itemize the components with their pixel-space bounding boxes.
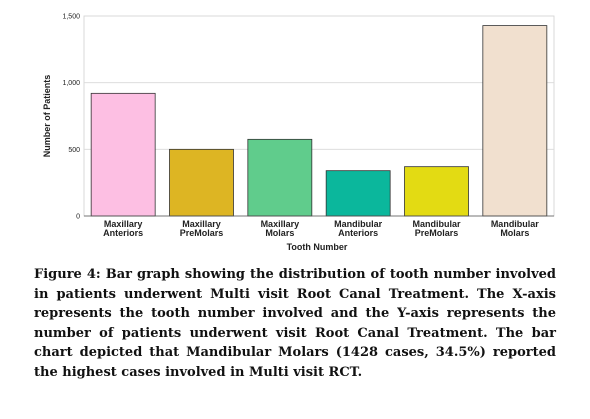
figure-caption: Figure 4: Bar graph showing the distribu…	[34, 267, 556, 380]
y-axis-title: Number of Patients	[42, 75, 52, 158]
x-tick-label: Maxillary PreMolars	[180, 219, 224, 238]
x-axis-title: Tooth Number	[287, 242, 348, 252]
x-tick-label: Maxillary Anteriors	[103, 219, 143, 238]
x-tick-label: Mandibular Anteriors	[334, 219, 382, 238]
y-tick-label: 500	[68, 147, 80, 154]
bar	[325, 170, 391, 217]
bar	[90, 92, 156, 217]
grid-lines	[84, 15, 554, 150]
y-tick-labels: 0 500 1,000 1,500	[62, 14, 80, 221]
bar	[404, 166, 469, 217]
bar-chart: 0 500 1,000 1,500 Maxillary Anteriors Maxilla…	[42, 14, 555, 252]
bar	[482, 25, 548, 217]
y-tick-label: 1,500	[62, 14, 80, 21]
x-tick-labels: Maxillary Anteriors Maxillary PreMolars Maxi…	[103, 219, 539, 238]
bar	[247, 138, 313, 217]
y-tick-label: 1,000	[62, 80, 80, 87]
x-tick-label: Mandibular PreMolars	[412, 219, 460, 238]
bar	[169, 148, 234, 217]
bars	[90, 25, 548, 217]
x-tick-label: Maxillary Molars	[261, 219, 300, 238]
y-tick-label: 0	[76, 214, 80, 221]
x-tick-label: Mandibular Molars	[491, 219, 539, 238]
